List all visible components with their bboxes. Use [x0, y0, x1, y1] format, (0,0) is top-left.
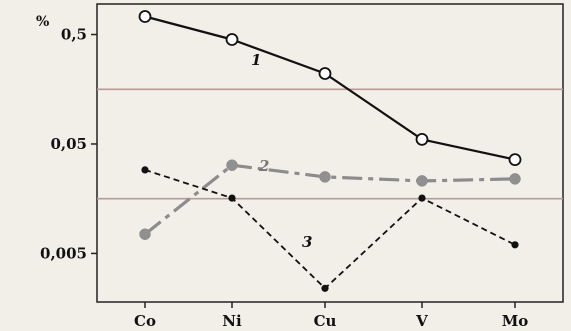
series-3-point [141, 166, 149, 174]
series-1-point [508, 153, 522, 167]
series-2-point [416, 175, 428, 187]
series-lines [138, 10, 522, 292]
series-2-point [139, 228, 151, 240]
x-tick-label: Mo [502, 312, 529, 330]
x-tick-label: Cu [314, 312, 337, 330]
series-3-point [418, 194, 426, 202]
y-tick-label: 0,05 [50, 135, 87, 153]
series-2-point [509, 173, 521, 185]
plot-frame [96, 3, 564, 303]
series-3-line [144, 169, 516, 290]
x-axis-ticks: Co Ni Cu V Mo [134, 302, 528, 330]
reference-lines [97, 88, 563, 200]
series-2-point [226, 159, 238, 171]
x-tick-label: V [415, 312, 428, 330]
x-tick-label: Co [134, 312, 156, 330]
series-1-point [138, 10, 152, 23]
y-tick-label: 0,5 [61, 26, 87, 44]
series-3-label: 3 [302, 233, 312, 251]
series-1-point [225, 33, 239, 46]
series-1-label: 1 [251, 51, 261, 69]
series-3-point [228, 194, 236, 202]
series-2-label: 2 [258, 157, 269, 175]
series-labels: 1 2 3 [251, 51, 312, 251]
series-1-point [318, 67, 332, 80]
series-2-point [319, 171, 331, 183]
y-tick-label: 0,005 [40, 244, 87, 262]
y-axis-ticks: 0,5 0,05 0,005 [40, 26, 97, 262]
series-1-point [415, 132, 429, 146]
series-3-point [321, 284, 329, 292]
x-tick-label: Ni [222, 312, 242, 330]
series-3-point [511, 241, 519, 249]
series-1-line [144, 15, 516, 161]
y-axis-unit: % [36, 14, 49, 30]
